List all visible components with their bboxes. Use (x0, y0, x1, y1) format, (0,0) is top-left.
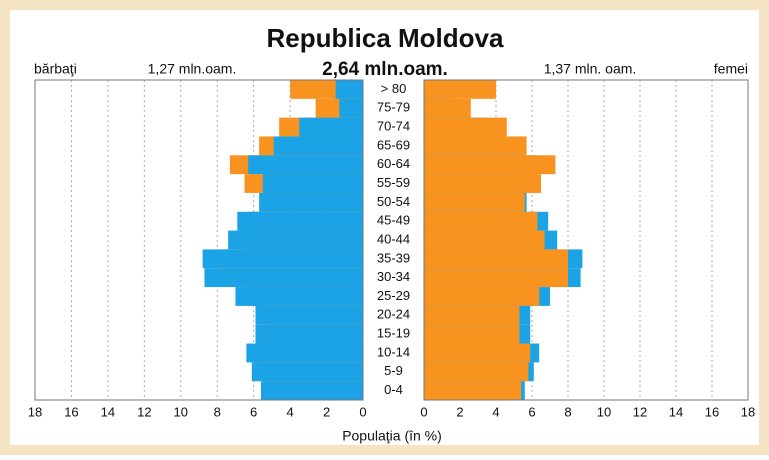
category-label: 55-59 (377, 175, 410, 190)
bar-men (255, 324, 363, 344)
x-tick-label: 12 (633, 404, 647, 419)
women-total: 1,37 mln. oam. (544, 61, 637, 77)
chart-title: Republica Moldova (267, 23, 504, 53)
bar-men (251, 362, 363, 382)
x-tick-label: 14 (669, 404, 683, 419)
bar-men (204, 268, 363, 288)
total-label: 2,64 mln.oam. (322, 59, 448, 80)
category-label: 75-79 (377, 100, 410, 115)
bar-men (339, 98, 363, 118)
x-tick-label: 8 (564, 404, 571, 419)
x-tick-label: 14 (101, 404, 115, 419)
x-tick-label: 0 (359, 404, 366, 419)
x-tick-label: 0 (420, 404, 427, 419)
bar-men (260, 381, 363, 400)
bar-men (237, 211, 363, 231)
x-tick-label: 18 (28, 404, 42, 419)
bar-men (255, 305, 363, 325)
category-label: 20-24 (377, 307, 410, 322)
bar-women (424, 343, 531, 363)
bar-women (424, 192, 525, 212)
x-tick-label: 10 (174, 404, 188, 419)
bar-women (424, 80, 496, 99)
plot-frame-right (423, 79, 749, 401)
bar-women (424, 117, 507, 137)
category-label: 10-14 (377, 344, 410, 359)
category-label: 25-29 (377, 288, 410, 303)
x-tick-label: 16 (64, 404, 78, 419)
x-tick-label: 4 (286, 404, 293, 419)
legend-men: bărbaţi (34, 61, 77, 77)
bar-women (424, 287, 540, 306)
category-label: 40-44 (377, 231, 410, 246)
bar-women (424, 324, 520, 344)
category-label: 60-64 (377, 156, 410, 171)
x-tick-label: 4 (492, 404, 499, 419)
men-total: 1,27 mln.oam. (148, 61, 237, 77)
x-tick-label: 16 (705, 404, 719, 419)
bar-men (299, 117, 363, 137)
bar-women (424, 174, 541, 193)
x-tick-label: 12 (137, 404, 151, 419)
x-tick-label: 6 (528, 404, 535, 419)
x-tick-label: 2 (456, 404, 463, 419)
category-label: > 80 (381, 81, 407, 96)
category-label: 45-49 (377, 213, 410, 228)
bar-women (424, 305, 520, 325)
category-label: 30-34 (377, 269, 410, 284)
category-label: 35-39 (377, 250, 410, 265)
bar-men (235, 287, 363, 306)
bar-men (228, 230, 363, 250)
bar-women (424, 249, 568, 269)
x-tick-label: 8 (214, 404, 221, 419)
bar-men (246, 343, 363, 363)
bar-men (273, 136, 363, 156)
x-tick-label: 2 (323, 404, 330, 419)
bar-men (262, 174, 363, 193)
bar-women (424, 155, 556, 175)
bar-women (424, 136, 527, 156)
bar-women (424, 362, 529, 382)
bar-women (424, 381, 522, 400)
bar-men (335, 80, 363, 99)
legend-women: femei (714, 61, 748, 77)
x-tick-label: 10 (597, 404, 611, 419)
x-tick-label: 18 (741, 404, 755, 419)
bar-women (424, 230, 545, 250)
bar-women (424, 268, 568, 288)
category-label: 70-74 (377, 118, 410, 133)
category-label: 50-54 (377, 194, 410, 209)
bar-men (248, 155, 363, 175)
bar-men (202, 249, 363, 269)
bar-women (424, 98, 471, 118)
category-label: 15-19 (377, 326, 410, 341)
plot-frame-left (34, 79, 364, 401)
bar-women (424, 211, 538, 231)
bar-men (259, 192, 363, 212)
x-axis-label: Populaţia (în %) (342, 428, 442, 444)
category-label: 65-69 (377, 137, 410, 152)
x-tick-label: 6 (250, 404, 257, 419)
category-label: 5-9 (384, 363, 403, 378)
panel (10, 10, 759, 445)
category-label: 0-4 (384, 382, 403, 397)
